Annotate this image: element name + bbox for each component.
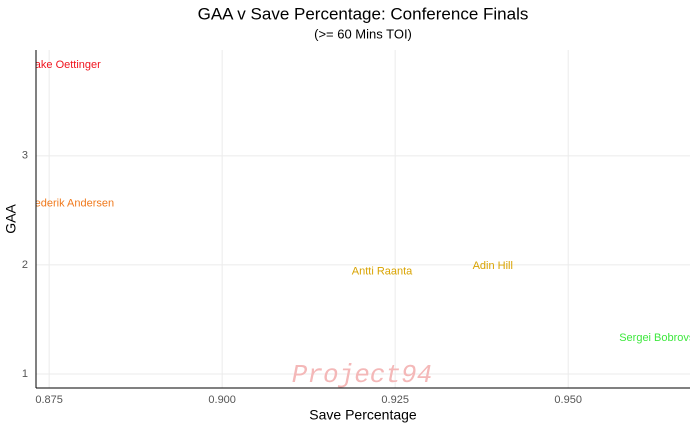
- point-label: Antti Raanta: [352, 265, 413, 277]
- x-tick-label: 0.925: [381, 394, 409, 406]
- point-label: Adin Hill: [473, 260, 513, 272]
- x-tick-label: 0.875: [35, 394, 63, 406]
- y-tick-label: 3: [22, 150, 28, 162]
- y-tick-label: 1: [22, 368, 28, 380]
- x-axis-label: Save Percentage: [309, 407, 417, 423]
- x-tick-label: 0.950: [554, 394, 582, 406]
- points: Jake Oettinger Frederik Andersen Antti Raa…: [24, 59, 696, 344]
- y-tick-label: 2: [22, 259, 28, 271]
- point-label: Frederik Andersen: [24, 198, 114, 210]
- y-axis-label: GAA: [3, 204, 19, 234]
- grid: [36, 50, 690, 388]
- watermark: Project94: [292, 360, 432, 390]
- point-label: Sergei Bobrovsky: [619, 332, 696, 344]
- chart-subtitle: (>= 60 Mins TOI): [314, 26, 412, 41]
- x-tick-label: 0.900: [208, 394, 236, 406]
- chart-title: GAA v Save Percentage: Conference Finals: [198, 4, 529, 23]
- point-label: Jake Oettinger: [29, 59, 101, 71]
